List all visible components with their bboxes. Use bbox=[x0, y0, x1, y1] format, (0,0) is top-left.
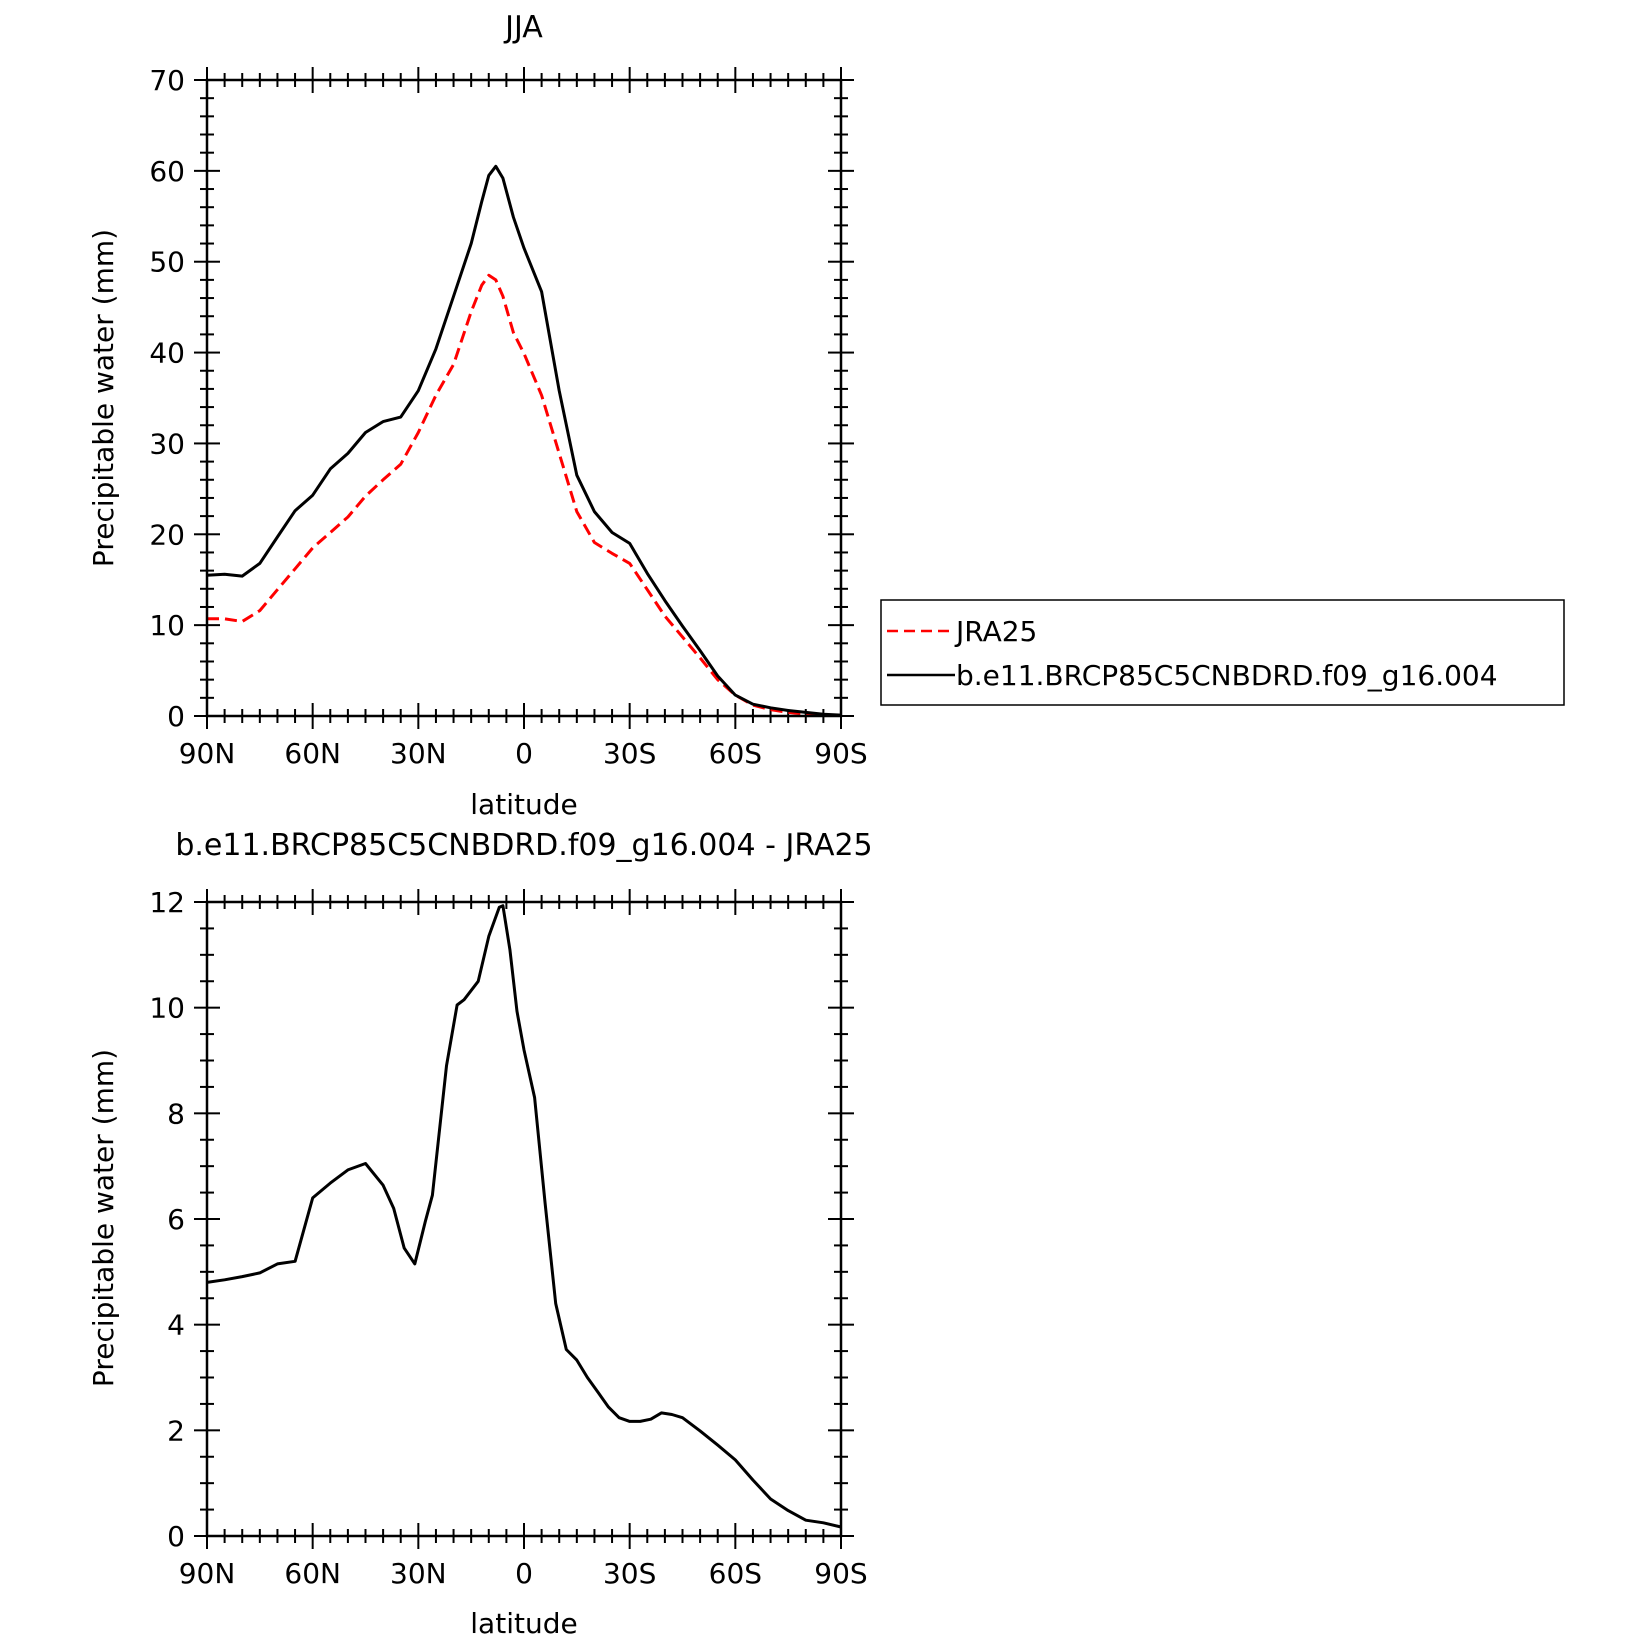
x-tick-label: 60S bbox=[709, 737, 762, 770]
y-tick-label: 0 bbox=[167, 700, 185, 733]
y-tick-label: 0 bbox=[167, 1520, 185, 1553]
x-tick-label: 60N bbox=[284, 1557, 341, 1590]
x-tick-label: 90N bbox=[179, 737, 236, 770]
y-tick-label: 10 bbox=[149, 992, 185, 1025]
legend-label-model: b.e11.BRCP85C5CNBDRD.f09_g16.004 bbox=[956, 659, 1498, 692]
top-series-lines bbox=[206, 164, 842, 717]
top-panel: JJA Precipitable water (mm) latitude 0 10… bbox=[87, 10, 868, 821]
y-tick-label: 60 bbox=[149, 155, 185, 188]
x-tick-label: 30N bbox=[390, 1557, 447, 1590]
bottom-chart-title: b.e11.BRCP85C5CNBDRD.f09_g16.004 - JRA25 bbox=[175, 828, 872, 863]
bottom-series-line-difference bbox=[206, 904, 842, 1529]
legend-label-jra25: JRA25 bbox=[954, 615, 1037, 648]
top-plot-frame bbox=[205, 78, 843, 718]
y-tick-label: 50 bbox=[149, 246, 185, 279]
x-tick-label: 60S bbox=[709, 1557, 762, 1590]
y-tick-label: 40 bbox=[149, 337, 185, 370]
top-series-line-jra25 bbox=[207, 273, 841, 717]
top-x-axis-label: latitude bbox=[470, 788, 577, 821]
x-tick-label: 30S bbox=[603, 1557, 656, 1590]
legend-box bbox=[880, 599, 1565, 706]
legend: JRA25 b.e11.BRCP85C5CNBDRD.f09_g16.004 bbox=[880, 599, 1565, 706]
top-ticks bbox=[194, 67, 854, 729]
y-tick-label: 2 bbox=[167, 1414, 185, 1447]
x-tick-label: 30N bbox=[390, 737, 447, 770]
bottom-tick-labels: 0 2 4 6 8 10 12 90N 60N 30N 0 30S 60S 90S bbox=[149, 886, 867, 1590]
y-tick-label: 8 bbox=[167, 1097, 185, 1130]
bottom-plot-frame bbox=[205, 900, 843, 1538]
bottom-panel: b.e11.BRCP85C5CNBDRD.f09_g16.004 - JRA25… bbox=[87, 828, 873, 1640]
x-tick-label: 90S bbox=[814, 1557, 867, 1590]
y-tick-label: 30 bbox=[149, 427, 185, 460]
x-tick-label: 60N bbox=[284, 737, 341, 770]
y-tick-label: 12 bbox=[149, 886, 185, 919]
x-tick-label: 0 bbox=[515, 737, 533, 770]
y-tick-label: 10 bbox=[149, 609, 185, 642]
y-tick-label: 4 bbox=[167, 1309, 185, 1342]
y-tick-label: 20 bbox=[149, 518, 185, 551]
bottom-ticks bbox=[194, 889, 854, 1549]
bottom-x-axis-label: latitude bbox=[470, 1607, 577, 1640]
x-tick-label: 90N bbox=[179, 1557, 236, 1590]
bottom-y-axis-label: Precipitable water (mm) bbox=[87, 1049, 120, 1387]
top-y-axis-label: Precipitable water (mm) bbox=[87, 229, 120, 567]
top-chart-title: JJA bbox=[503, 10, 543, 45]
x-tick-label: 0 bbox=[515, 1557, 533, 1590]
top-series-line-model bbox=[206, 164, 842, 717]
y-tick-label: 70 bbox=[149, 64, 185, 97]
x-tick-label: 30S bbox=[603, 737, 656, 770]
top-tick-labels: 0 10 20 30 40 50 60 70 90N 60N 30N 0 30S 60S 90S bbox=[149, 64, 867, 770]
y-tick-label: 6 bbox=[167, 1203, 185, 1236]
bottom-series-lines bbox=[206, 904, 842, 1529]
x-tick-label: 90S bbox=[814, 737, 867, 770]
